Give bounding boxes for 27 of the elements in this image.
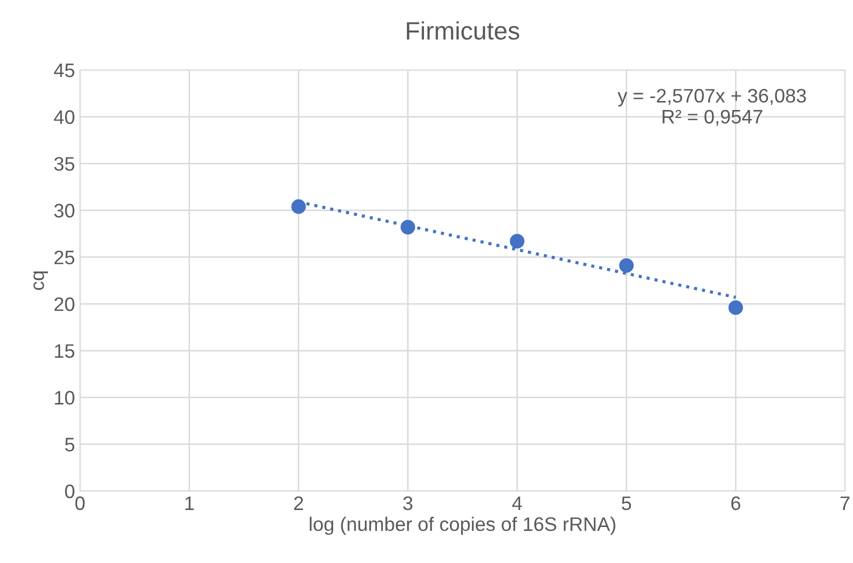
y-tick-label: 10 xyxy=(54,390,74,405)
x-tick-label: 4 xyxy=(512,496,522,510)
chart-title: Firmicutes xyxy=(406,21,520,40)
point xyxy=(728,300,743,315)
y-tick-label: 25 xyxy=(54,250,74,264)
annotation: y = -2,5707x + 36,083 R² = 0,9547 xyxy=(618,88,806,126)
x-tick-label: 7 xyxy=(840,496,850,510)
x-axis-title: log (number of copies of 16S rRNA) xyxy=(310,516,616,535)
point xyxy=(619,258,634,273)
y-tick-label: 20 xyxy=(54,297,74,312)
y-tick-label: 5 xyxy=(65,438,74,452)
x-tick-label: 5 xyxy=(622,496,632,510)
y-tick-label: 15 xyxy=(54,344,74,358)
y-tick-label: 0 xyxy=(65,484,74,498)
x-tick-label: 1 xyxy=(185,496,194,510)
y-tick-label: 45 xyxy=(54,64,74,78)
y-tick-label: 30 xyxy=(54,204,74,218)
point xyxy=(291,199,306,214)
point xyxy=(400,220,416,234)
y-axis-title: cq xyxy=(33,271,48,290)
y-tick-label: 40 xyxy=(54,110,74,124)
x-tick-label: 2 xyxy=(294,496,304,510)
x-tick-label: 3 xyxy=(403,496,412,510)
point xyxy=(510,234,524,248)
x-tick-label: 0 xyxy=(75,496,85,510)
y-tick-label: 35 xyxy=(54,157,74,171)
x-tick-label: 6 xyxy=(731,496,740,510)
